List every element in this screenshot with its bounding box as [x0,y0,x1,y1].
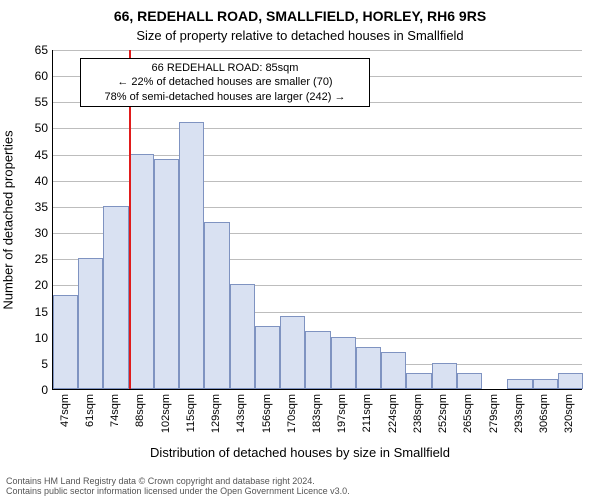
annotation-box: 66 REDEHALL ROAD: 85sqm← 22% of detached… [80,58,370,107]
x-tick-label: 224sqm [387,394,399,433]
x-tick-label: 183sqm [311,394,323,433]
x-tick-label: 102sqm [160,394,172,433]
footer-line-2: Contains public sector information licen… [6,486,350,496]
x-tick-label: 47sqm [59,394,71,427]
bar [280,316,305,389]
x-tick-label: 74sqm [109,394,121,427]
bar [78,258,103,389]
annotation-line: 78% of semi-detached houses are larger (… [85,90,365,104]
subtitle: Size of property relative to detached ho… [0,28,600,43]
address-title: 66, REDEHALL ROAD, SMALLFIELD, HORLEY, R… [0,8,600,24]
y-tick-label: 0 [8,383,48,397]
bar [331,337,356,389]
y-tick-label: 60 [8,69,48,83]
bar [356,347,381,389]
x-tick-label: 320sqm [563,394,575,433]
grid-line [53,50,582,51]
bar [507,379,532,389]
bar [204,222,229,389]
bar [179,122,204,389]
y-tick-label: 25 [8,252,48,266]
bar [457,373,482,389]
x-tick-label: 170sqm [286,394,298,433]
y-tick-label: 30 [8,226,48,240]
y-tick-label: 10 [8,331,48,345]
annotation-line: 66 REDEHALL ROAD: 85sqm [85,61,365,75]
bar [533,379,558,389]
footer-line-1: Contains HM Land Registry data © Crown c… [6,476,350,486]
x-tick-label: 115sqm [185,394,197,432]
y-tick-label: 65 [8,43,48,57]
x-tick-label: 197sqm [336,394,348,433]
y-tick-label: 15 [8,305,48,319]
bar [230,284,255,389]
x-tick-label: 238sqm [412,394,424,433]
x-tick-label: 129sqm [210,394,222,433]
y-tick-label: 55 [8,95,48,109]
bar [255,326,280,389]
x-tick-label: 306sqm [538,394,550,433]
bar [103,206,128,389]
bar [305,331,330,389]
x-tick-label: 293sqm [513,394,525,433]
bar [381,352,406,389]
x-tick-label: 88sqm [134,394,146,427]
x-tick-label: 265sqm [462,394,474,433]
root: 66, REDEHALL ROAD, SMALLFIELD, HORLEY, R… [0,0,600,500]
bar [558,373,583,389]
x-tick-label: 252sqm [437,394,449,433]
bar [53,295,78,389]
bar [406,373,431,389]
y-tick-label: 40 [8,174,48,188]
y-tick-label: 35 [8,200,48,214]
x-tick-label: 156sqm [261,394,273,433]
y-tick-label: 50 [8,121,48,135]
bar [129,154,154,389]
x-tick-label: 279sqm [488,394,500,433]
x-tick-label: 61sqm [84,394,96,427]
bar [432,363,457,389]
y-tick-label: 45 [8,148,48,162]
x-tick-label: 211sqm [361,394,373,432]
annotation-line: ← 22% of detached houses are smaller (70… [85,75,365,89]
grid-line [53,128,582,129]
footer: Contains HM Land Registry data © Crown c… [6,476,350,496]
x-tick-label: 143sqm [235,394,247,433]
x-axis-label: Distribution of detached houses by size … [0,445,600,460]
y-tick-label: 20 [8,278,48,292]
y-tick-label: 5 [8,357,48,371]
bar [154,159,179,389]
